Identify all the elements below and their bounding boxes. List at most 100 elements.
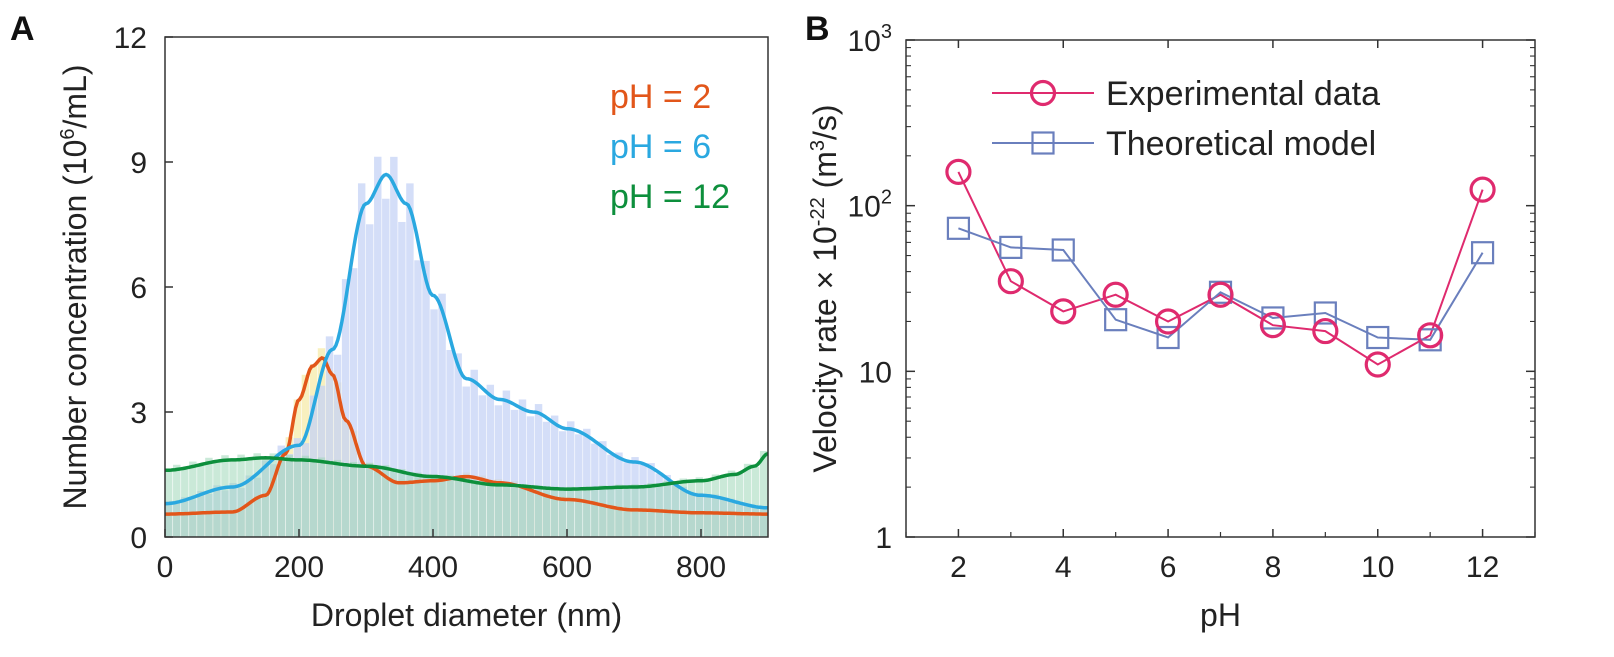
panel-b-letter: B: [805, 10, 830, 48]
data-point-square: [1366, 325, 1390, 350]
histogram-bar: [221, 455, 229, 537]
data-point-square: [1470, 241, 1495, 265]
histogram-bar: [550, 415, 559, 537]
panel-a-y-axis-label: Number concentration (106/mL): [57, 64, 93, 509]
x-tick-label: 4: [1055, 551, 1072, 584]
panel-a-x-axis-label: Droplet diameter (nm): [311, 597, 622, 633]
histogram-bar: [189, 461, 197, 537]
histogram-bar: [526, 485, 535, 537]
panel-b: B 2 4 6 8 10 12 1 10 102 103 Experimental data The…: [805, 10, 1536, 633]
y-tick-label: 10: [859, 356, 892, 389]
histogram-bar: [567, 486, 575, 537]
x-tick-label: 800: [676, 551, 726, 584]
histogram-bar: [406, 183, 414, 537]
histogram-bar: [366, 462, 374, 537]
histogram-bar: [599, 485, 607, 537]
histogram-bar: [743, 463, 752, 537]
histogram-bar: [438, 293, 446, 537]
histogram-bar: [406, 472, 414, 537]
histogram-bar: [374, 465, 382, 537]
x-tick-label: 0: [157, 551, 174, 584]
panel-a-y-label-prefix: Number concentration (10: [57, 140, 93, 510]
panel-a-histograms: [165, 156, 768, 538]
data-point-circle: [1469, 176, 1496, 203]
y-tick-label: 0: [130, 522, 147, 555]
histogram-bar: [333, 354, 342, 537]
panel-b-series: [945, 158, 1496, 378]
data-point-square: [946, 216, 971, 240]
data-point-circle: [1154, 308, 1182, 335]
panel-b-ticks: 2 4 6 8 10 12 1 10 102 103: [848, 21, 1536, 584]
histogram-bar: [558, 488, 567, 537]
histogram-bar: [502, 483, 511, 537]
panel-a-legend: pH = 2 pH = 6 pH = 12: [610, 78, 730, 216]
histogram-bar: [462, 478, 470, 537]
panel-a: A 0 200 400 600 800 0 3 6 9 12 pH = 2 pH = 6 pH = 1…: [10, 10, 769, 633]
histogram-bar: [398, 469, 406, 537]
histogram-bar: [502, 390, 511, 537]
x-tick-label: 600: [542, 551, 592, 584]
histogram-bar: [357, 183, 366, 537]
legend-label: Experimental data: [1106, 75, 1380, 113]
histogram-bar: [671, 482, 679, 537]
histogram-bar: [526, 416, 535, 537]
histogram-bar: [567, 421, 575, 537]
histogram-bar: [341, 279, 350, 537]
histogram-bar: [486, 384, 495, 537]
panel-b-y-label-suffix: /s): [807, 104, 843, 140]
panel-a-y-label-suffix: /mL): [57, 64, 93, 128]
histogram-bar: [269, 453, 277, 537]
histogram-bar: [518, 399, 527, 537]
histogram-bar: [382, 198, 390, 537]
histogram-bar: [430, 309, 438, 537]
histogram-bar: [510, 483, 519, 537]
panel-b-y-label-prefix: Velocity rate × 10: [807, 226, 843, 472]
histogram-bar: [245, 459, 253, 537]
data-point-circle: [1364, 351, 1391, 378]
histogram-bar: [285, 454, 294, 537]
histogram-bar: [591, 487, 599, 537]
histogram-bar: [711, 474, 720, 537]
histogram-bar: [454, 353, 462, 537]
histogram-bar: [277, 458, 285, 537]
histogram-bar: [341, 464, 350, 537]
histogram-bar: [414, 472, 422, 537]
data-point-circle: [1102, 281, 1129, 308]
series-curve: [164, 172, 768, 510]
series-line: [957, 171, 1484, 366]
histogram-bar: [695, 477, 704, 537]
panel-b-y-label-mid: (m: [807, 151, 843, 197]
histogram-bar: [382, 465, 390, 537]
histogram-bar: [366, 224, 374, 537]
histogram-bar: [325, 462, 334, 537]
panel-b-y-axis-label: Velocity rate × 10-22 (m3/s): [807, 104, 843, 472]
data-point-square: [1104, 308, 1128, 332]
histogram-bar: [470, 480, 478, 537]
data-point-square: [999, 235, 1023, 259]
histogram-bar: [374, 156, 382, 537]
panel-b-y-label-sup1: -22: [807, 197, 829, 226]
histogram-bar: [735, 473, 744, 537]
histogram-bar: [615, 484, 623, 537]
data-point-square: [1313, 301, 1337, 325]
y-tick-label: 6: [130, 272, 147, 305]
panel-b-legend: Experimental data Theoretical model: [992, 75, 1380, 163]
x-tick-label: 2: [950, 551, 967, 584]
histogram-bar: [607, 486, 615, 537]
histogram-bar: [550, 486, 559, 537]
histogram-bar: [414, 260, 422, 537]
x-tick-label: 10: [1361, 551, 1394, 584]
histogram-bar: [679, 478, 687, 537]
histogram-bar: [575, 434, 583, 537]
x-tick-label: 12: [1466, 551, 1499, 584]
histogram-bar: [422, 260, 430, 537]
histogram-bar: [422, 474, 430, 537]
histogram-bar: [398, 221, 406, 538]
histogram-bar: [462, 386, 470, 537]
histogram-bar: [253, 453, 261, 537]
histogram-bar: [197, 465, 205, 537]
histogram-bar: [542, 421, 551, 537]
histogram-bar: [325, 336, 334, 537]
legend-entry: pH = 12: [610, 178, 730, 216]
